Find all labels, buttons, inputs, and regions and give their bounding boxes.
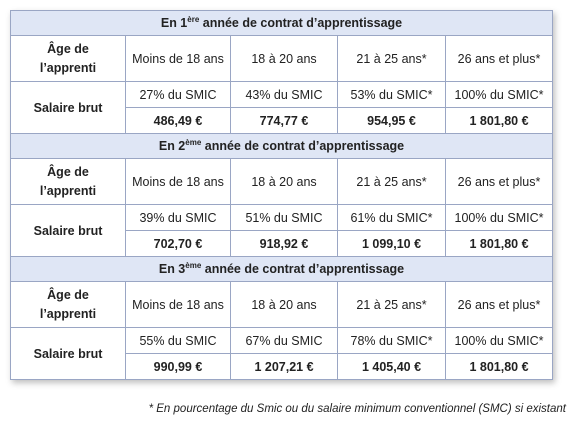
age-group: 21 à 25 ans* bbox=[337, 158, 446, 205]
amount: 486,49 € bbox=[125, 107, 231, 134]
heading-text: En 1 bbox=[160, 16, 188, 31]
heading-text: année de contrat d’apprentissage bbox=[201, 139, 405, 154]
percentage: 27% du SMIC bbox=[125, 81, 231, 108]
salary-table: En 1ère année de contrat d’apprentissage… bbox=[10, 10, 553, 380]
amount: 954,95 € bbox=[337, 107, 446, 134]
salary-label: Salaire brut bbox=[10, 204, 126, 257]
heading-superscript: ème bbox=[185, 138, 202, 148]
age-group: 18 à 20 ans bbox=[230, 158, 338, 205]
age-label-text: Âge de l’apprenti bbox=[39, 287, 97, 321]
section-heading: En 3ème année de contrat d’apprentissage bbox=[10, 256, 553, 282]
heading-row: En 2ème année de contrat d’apprentissage bbox=[10, 133, 553, 159]
amount: 1 405,40 € bbox=[337, 353, 446, 380]
heading-text: En 2 bbox=[158, 139, 186, 154]
heading-row: En 3ème année de contrat d’apprentissage bbox=[10, 256, 553, 282]
amount-row: 486,49 €774,77 €954,95 €1 801,80 € bbox=[11, 107, 553, 134]
heading-text: En 3 bbox=[158, 262, 186, 277]
percentage: 51% du SMIC bbox=[230, 204, 338, 231]
amount-row: 702,70 €918,92 €1 099,10 €1 801,80 € bbox=[11, 230, 553, 257]
amount: 1 099,10 € bbox=[337, 230, 446, 257]
section-heading: En 2ème année de contrat d’apprentissage bbox=[10, 133, 553, 159]
age-group: 21 à 25 ans* bbox=[337, 281, 446, 328]
percentage: 100% du SMIC* bbox=[445, 327, 553, 354]
percentage-row: Salaire brut 27% du SMIC 43% du SMIC 53% du… bbox=[10, 81, 553, 134]
amount: 1 801,80 € bbox=[445, 107, 553, 134]
percentage: 39% du SMIC bbox=[125, 204, 231, 231]
salary-label: Salaire brut bbox=[10, 81, 126, 134]
salary-label: Salaire brut bbox=[10, 327, 126, 380]
percentage: 100% du SMIC* bbox=[445, 81, 553, 108]
amount: 990,99 € bbox=[125, 353, 231, 380]
heading-row: En 1ère année de contrat d’apprentissage bbox=[10, 10, 553, 36]
heading-superscript: ème bbox=[185, 261, 202, 271]
percentage: 61% du SMIC* bbox=[337, 204, 446, 231]
age-group: Moins de 18 ans bbox=[125, 281, 231, 328]
age-group: 26 ans et plus* bbox=[445, 281, 553, 328]
heading-text: année de contrat d’apprentissage bbox=[199, 16, 403, 31]
percentage: 43% du SMIC bbox=[230, 81, 338, 108]
amount: 1 207,21 € bbox=[230, 353, 338, 380]
age-group: 26 ans et plus* bbox=[445, 158, 553, 205]
heading-text: année de contrat d’apprentissage bbox=[201, 262, 405, 277]
amount: 918,92 € bbox=[230, 230, 338, 257]
percentage-row: Salaire brut 39% du SMIC 51% du SMIC 61% du… bbox=[10, 204, 553, 257]
percentage: 53% du SMIC* bbox=[337, 81, 446, 108]
amount: 774,77 € bbox=[230, 107, 338, 134]
age-row: Âge de l’apprenti Moins de 18 ans 18 à 20 … bbox=[10, 158, 553, 205]
age-label: Âge de l’apprenti bbox=[10, 281, 126, 328]
age-label: Âge de l’apprenti bbox=[10, 158, 126, 205]
percentage: 100% du SMIC* bbox=[445, 204, 553, 231]
age-label-text: Âge de l’apprenti bbox=[39, 41, 97, 75]
age-group: 26 ans et plus* bbox=[445, 35, 553, 82]
amount: 1 801,80 € bbox=[445, 230, 553, 257]
percentage: 78% du SMIC* bbox=[337, 327, 446, 354]
amount: 1 801,80 € bbox=[445, 353, 553, 380]
age-group: Moins de 18 ans bbox=[125, 158, 231, 205]
age-label-text: Âge de l’apprenti bbox=[39, 164, 97, 198]
heading-superscript: ère bbox=[187, 15, 200, 25]
amount: 702,70 € bbox=[125, 230, 231, 257]
amount-row: 990,99 €1 207,21 €1 405,40 €1 801,80 € bbox=[11, 353, 553, 380]
age-group: 18 à 20 ans bbox=[230, 35, 338, 82]
percentage-row: Salaire brut 55% du SMIC 67% du SMIC 78% du… bbox=[10, 327, 553, 380]
age-group: 18 à 20 ans bbox=[230, 281, 338, 328]
age-group: 21 à 25 ans* bbox=[337, 35, 446, 82]
percentage: 55% du SMIC bbox=[125, 327, 231, 354]
age-group: Moins de 18 ans bbox=[125, 35, 231, 82]
footnote: * En pourcentage du Smic ou du salaire m… bbox=[148, 403, 566, 415]
age-label: Âge de l’apprenti bbox=[10, 35, 126, 82]
percentage: 67% du SMIC bbox=[230, 327, 338, 354]
age-row: Âge de l’apprenti Moins de 18 ans 18 à 20 … bbox=[10, 35, 553, 82]
section-heading: En 1ère année de contrat d’apprentissage bbox=[10, 10, 553, 36]
age-row: Âge de l’apprenti Moins de 18 ans 18 à 20 … bbox=[10, 281, 553, 328]
